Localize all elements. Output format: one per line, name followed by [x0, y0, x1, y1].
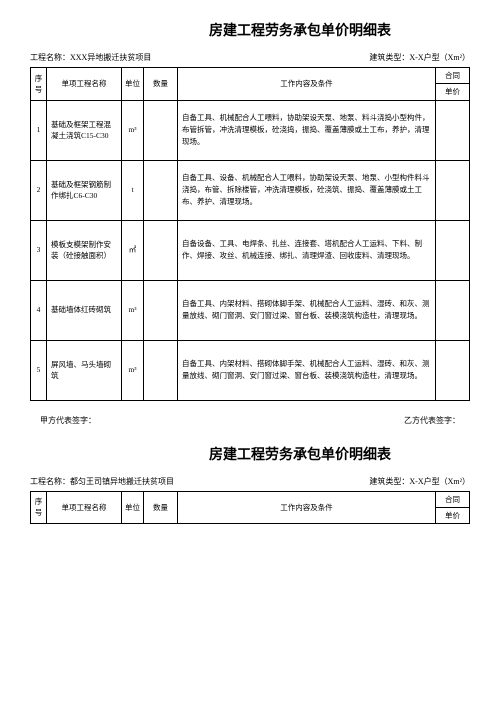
cell-unit: ㎡: [122, 220, 144, 280]
table-row: 5屏风墙、马头墙砌筑m³ 自备工具、内架材料、搭砌体脚手架、机械配合人工运料、湿砖…: [31, 340, 470, 400]
cell-name: 基础墙体红砖砌筑: [47, 280, 122, 340]
cell-price: [436, 220, 470, 280]
main-table-2: 序号 单项工程名称 单位 数量 工作内容及条件 合同 单价: [30, 491, 470, 525]
sign-a: 甲方代表签字：: [40, 415, 96, 426]
cell-unit: m³: [122, 340, 144, 400]
th-seq-2: 序号: [31, 491, 47, 524]
cell-seq: 4: [31, 280, 47, 340]
building-type-1: 建筑类型：X-X户型（Xm²）: [369, 52, 470, 63]
th-name-2: 单项工程名称: [47, 491, 122, 524]
cell-name: 基础及框架工程混凝土浇筑C15-C30: [47, 100, 122, 160]
table-row: 4基础墙体红砖砌筑m³ 自备工具、内架材料、搭砌体脚手架、机械配合人工运料、湿砖、…: [31, 280, 470, 340]
meta-row-1: 工程名称：XXX异地搬迁扶贫项目 建筑类型：X-X户型（Xm²）: [30, 52, 470, 63]
cell-unit: t: [122, 160, 144, 220]
cell-content: 自备工具、内架材料、搭砌体脚手架、机械配合人工运料、湿砖、和灰、测量放线、砌门窗…: [178, 280, 436, 340]
cell-unit: m³: [122, 100, 144, 160]
th-seq: 序号: [31, 68, 47, 101]
cell-price: [436, 100, 470, 160]
th-unit-2: 单位: [122, 491, 144, 524]
cell-seq: 5: [31, 340, 47, 400]
sign-row: 甲方代表签字： 乙方代表签字：: [30, 415, 470, 426]
cell-seq: 3: [31, 220, 47, 280]
th-unit: 单位: [122, 68, 144, 101]
cell-seq: 1: [31, 100, 47, 160]
th-contract-2: 合同: [436, 491, 470, 507]
th-name: 单项工程名称: [47, 68, 122, 101]
cell-content: 自备设备、工具、电焊条、扎丝、连接套、塔机配合人工运料、下料、制作、焊接、攻丝、…: [178, 220, 436, 280]
cell-qty: [144, 100, 178, 160]
cell-qty: [144, 280, 178, 340]
cell-name: 屏风墙、马头墙砌筑: [47, 340, 122, 400]
th-unit-price-2: 单价: [436, 507, 470, 523]
th-content: 工作内容及条件: [178, 68, 436, 101]
cell-qty: [144, 340, 178, 400]
table-row: 3模板支模架制作安装（砼接触面积）㎡自备设备、工具、电焊条、扎丝、连接套、塔机配…: [31, 220, 470, 280]
table-row: 1基础及框架工程混凝土浇筑C15-C30m³ 自备工具、机械配合人工喂料，协助架设…: [31, 100, 470, 160]
th-contract: 合同: [436, 68, 470, 84]
meta-row-2: 工程名称：都匀王司镇异地搬迁扶贫项目 建筑类型：X-X户型（Xm²）: [30, 476, 470, 487]
cell-name: 基础及框架钢筋制作绑扎C6-C30: [47, 160, 122, 220]
cell-qty: [144, 160, 178, 220]
doc-title-1: 房建工程劳务承包单价明细表: [130, 20, 470, 40]
cell-qty: [144, 220, 178, 280]
project-label-2: 工程名称：都匀王司镇异地搬迁扶贫项目: [30, 476, 174, 487]
cell-name: 模板支模架制作安装（砼接触面积）: [47, 220, 122, 280]
cell-content: 自备工具、内架材料、搭砌体脚手架、机械配合人工运料、湿砖、和灰、测量放线、砌门窗…: [178, 340, 436, 400]
cell-price: [436, 340, 470, 400]
th-qty-2: 数量: [144, 491, 178, 524]
cell-seq: 2: [31, 160, 47, 220]
building-type-2: 建筑类型：X-X户型（Xm²）: [369, 476, 470, 487]
project-label-1: 工程名称：XXX异地搬迁扶贫项目: [30, 52, 151, 63]
sign-b: 乙方代表签字：: [404, 415, 460, 426]
cell-price: [436, 280, 470, 340]
cell-unit: m³: [122, 280, 144, 340]
table-row: 2基础及框架钢筋制作绑扎C6-C30t 自备工具、设备、机械配合人工喂料，协助架设…: [31, 160, 470, 220]
cell-content: 自备工具、机械配合人工喂料，协助架设天泵、地泵、料斗浇捣小型构件，布管拆管，冲洗…: [178, 100, 436, 160]
th-content-2: 工作内容及条件: [178, 491, 436, 524]
main-table-1: 序号 单项工程名称 单位 数量 工作内容及条件 合同 单价 1基础及框架工程混凝…: [30, 67, 470, 401]
doc-title-2: 房建工程劳务承包单价明细表: [130, 444, 470, 464]
cell-price: [436, 160, 470, 220]
th-unit-price: 单价: [436, 84, 470, 100]
th-qty: 数量: [144, 68, 178, 101]
cell-content: 自备工具、设备、机械配合人工喂料，协助架设天泵、地泵、小型构件料斗浇捣，布管、拆…: [178, 160, 436, 220]
